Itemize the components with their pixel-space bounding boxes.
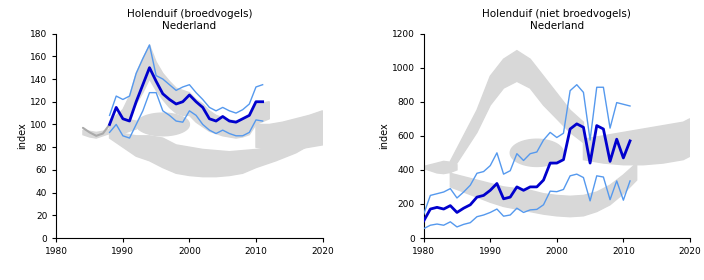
Polygon shape [110,45,270,138]
Polygon shape [110,130,316,177]
Polygon shape [424,161,457,174]
Title: Holenduif (niet broedvogels)
Nederland: Holenduif (niet broedvogels) Nederland [482,9,631,31]
Polygon shape [584,119,690,165]
Polygon shape [256,111,322,151]
Polygon shape [136,113,189,136]
Polygon shape [451,163,636,217]
Y-axis label: index: index [379,122,389,149]
Polygon shape [451,51,584,173]
Polygon shape [83,120,136,138]
Y-axis label: index: index [18,122,27,149]
Title: Holenduif (broedvogels)
Nederland: Holenduif (broedvogels) Nederland [127,9,252,31]
Polygon shape [510,139,563,166]
